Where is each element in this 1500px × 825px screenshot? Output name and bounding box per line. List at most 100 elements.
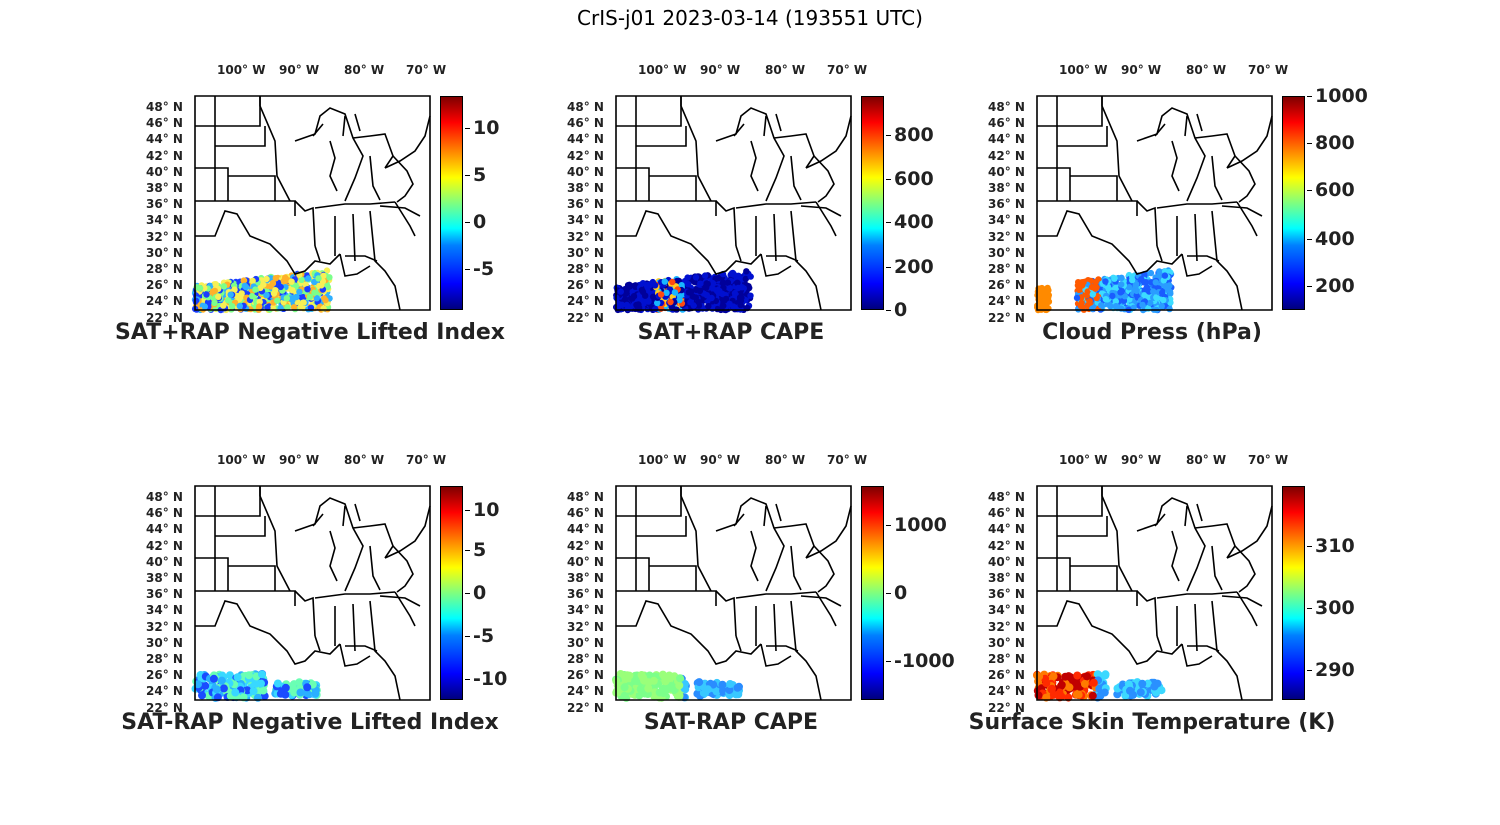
- data-point: [242, 283, 250, 291]
- data-point: [196, 284, 204, 292]
- data-point: [1166, 305, 1173, 313]
- state-boundary: [354, 113, 361, 132]
- latitude-label: 22° N: [146, 700, 183, 715]
- latitude-label: 46° N: [988, 506, 1025, 521]
- latitude-label: 32° N: [988, 229, 1025, 244]
- latitude-label: 22° N: [567, 310, 604, 325]
- latitude-label: 38° N: [988, 571, 1025, 585]
- data-point: [1150, 682, 1159, 691]
- state-boundary: [813, 545, 835, 593]
- data-point: [294, 298, 301, 306]
- data-point: [1098, 302, 1105, 309]
- latitude-label: 36° N: [146, 197, 183, 212]
- data-point: [1080, 679, 1089, 688]
- colorbar-tick-label: 600: [886, 168, 934, 191]
- colorbar-tick-label: 310: [1307, 534, 1355, 557]
- state-boundary: [1184, 115, 1188, 137]
- latitude-label: 24° N: [146, 294, 183, 309]
- state-boundary: [1156, 245, 1163, 262]
- state-boundary: [1236, 591, 1258, 627]
- longitude-label: 70° W: [1248, 453, 1289, 467]
- data-point: [320, 305, 327, 312]
- colorbar-tick-label: 300: [1307, 596, 1355, 619]
- data-point: [201, 681, 210, 690]
- data-point: [669, 278, 676, 286]
- latitude-label: 24° N: [567, 684, 604, 699]
- data-point: [217, 676, 226, 685]
- data-point: [1112, 284, 1119, 292]
- colorbar-tick-label: 800: [886, 123, 934, 146]
- state-boundary: [1211, 155, 1223, 201]
- state-boundary: [354, 503, 361, 522]
- latitude-label: 26° N: [146, 668, 183, 683]
- colorbar-tick-label: -10: [464, 667, 508, 690]
- latitude-label: 26° N: [988, 278, 1025, 293]
- state-boundary: [314, 635, 321, 652]
- state-boundary: [1036, 485, 1273, 701]
- data-point: [1089, 291, 1096, 298]
- colorbar-tick-label: 1000: [886, 513, 947, 536]
- data-point: [1086, 298, 1093, 305]
- state-boundary: [1211, 600, 1243, 701]
- data-point: [300, 293, 307, 301]
- data-point: [685, 289, 693, 296]
- state-boundary: [1136, 107, 1206, 202]
- data-point: [322, 297, 329, 304]
- data-point: [737, 301, 744, 309]
- state-boundary: [1226, 115, 1273, 169]
- data-point: [1073, 294, 1081, 302]
- latitude-label: 36° N: [988, 587, 1025, 602]
- latitude-label: 30° N: [146, 245, 183, 260]
- state-boundary: [195, 600, 341, 665]
- state-boundary: [345, 645, 378, 652]
- state-boundary: [649, 565, 697, 591]
- latitude-label: 48° N: [146, 100, 183, 114]
- state-boundary: [715, 590, 737, 637]
- data-point: [231, 286, 238, 293]
- state-boundary: [1057, 516, 1108, 537]
- latitude-label: 48° N: [567, 490, 604, 504]
- latitude-label: 40° N: [567, 554, 604, 569]
- data-point: [227, 291, 234, 298]
- latitude-label: 44° N: [567, 132, 604, 147]
- data-point: [1139, 301, 1146, 309]
- data-point: [1041, 290, 1048, 297]
- data-point: [252, 679, 261, 688]
- data-point: [671, 289, 679, 296]
- state-boundary: [1181, 253, 1213, 277]
- state-boundary: [1070, 565, 1118, 591]
- latitude-label: 46° N: [567, 506, 604, 521]
- latitude-label: 48° N: [988, 490, 1025, 504]
- data-point: [1141, 292, 1148, 299]
- data-point: [1102, 296, 1109, 303]
- data-point: [192, 297, 200, 304]
- map-panel: 100° W 90° W 80° W 70° W 48° N 46° N 44° N 42° …: [421, 0, 934, 390]
- longitude-label: 70° W: [406, 63, 447, 77]
- state-boundary: [294, 200, 316, 247]
- latitude-label: 48° N: [988, 100, 1025, 114]
- colorbar-tick-label: 400: [886, 211, 934, 234]
- data-point: [621, 296, 629, 303]
- state-boundary: [1037, 210, 1183, 275]
- data-point: [1150, 288, 1157, 295]
- data-point: [1100, 688, 1109, 697]
- us-map: [191, 485, 431, 702]
- data-point: [225, 671, 234, 680]
- colorbar-tick-label: 400: [1307, 228, 1355, 251]
- state-boundary: [228, 175, 276, 201]
- longitude-label: 80° W: [344, 453, 385, 467]
- data-point: [272, 275, 279, 282]
- data-point: [716, 287, 723, 295]
- data-point: [663, 289, 670, 296]
- data-point: [220, 302, 227, 309]
- data-point: [644, 281, 651, 289]
- state-boundary: [329, 530, 338, 582]
- data-point: [296, 288, 303, 295]
- data-point: [295, 678, 304, 687]
- colorbar: [861, 486, 884, 700]
- data-point: [1073, 671, 1082, 680]
- data-point: [675, 692, 683, 701]
- state-boundary: [392, 155, 414, 203]
- state-boundary: [1196, 503, 1203, 522]
- panel-title: Surface Skin Temperature (K): [968, 710, 1336, 735]
